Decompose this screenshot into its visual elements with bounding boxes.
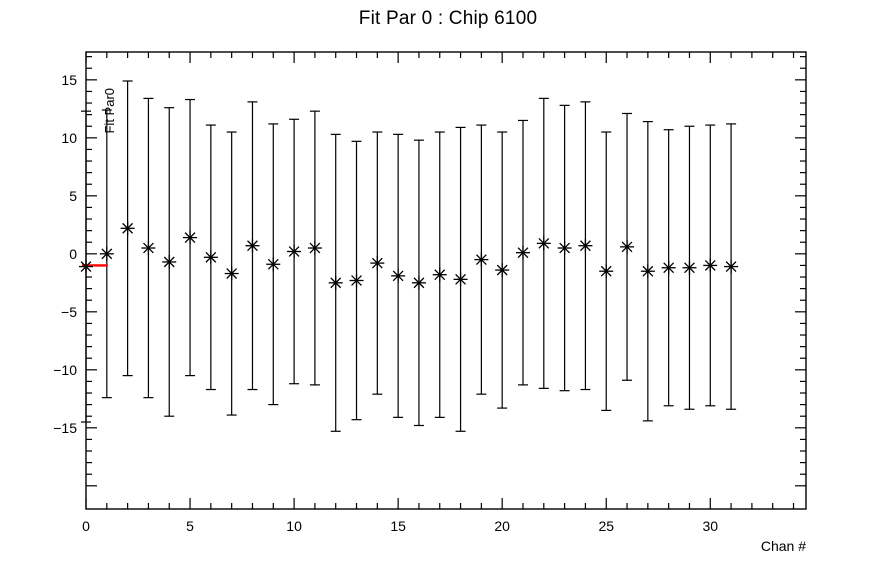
data-point-marker [432,267,447,282]
marker-spoke [288,246,300,257]
y-tick-label: 10 [61,130,77,146]
data-point-marker [661,260,676,275]
data-point-marker [162,254,177,269]
marker-spoke [184,232,196,243]
x-tick-label: 5 [186,518,194,534]
marker-spoke [559,242,571,254]
marker-spoke [434,269,446,281]
marker-spoke [247,240,258,252]
y-tick-label: 0 [69,246,77,262]
x-tick-label: 25 [598,518,614,534]
marker-spoke [330,277,342,289]
y-axis-ticks [86,56,806,487]
data-point-marker [391,268,406,283]
page-title: Fit Par 0 : Chip 6100 [358,8,538,29]
data-point-marker [411,275,426,290]
marker-spoke [455,273,466,285]
data-point-marker [99,246,114,261]
marker-spoke [725,261,737,272]
marker-spoke [309,242,321,254]
data-point-marker [349,273,364,288]
data-point-marker [599,264,614,279]
marker-spoke [517,247,529,259]
marker-spoke [392,270,404,282]
marker-spoke [371,257,383,269]
marker-spoke [101,248,113,260]
marker-spoke [600,265,612,277]
data-point-marker [287,244,302,259]
x-tick-label: 30 [702,518,718,534]
errorbar-layer [81,80,737,432]
data-point-marker [557,241,572,256]
y-tick-label: −5 [61,304,77,320]
marker-spoke [351,275,362,286]
data-point-marker [266,257,281,272]
marker-layer [79,221,739,290]
data-point-marker [120,221,135,236]
data-point-marker [724,259,739,274]
y-tick-labels: 15 10 5 0 −5 −10 −15 [53,72,77,436]
y-tick-label: −10 [53,362,77,378]
marker-spoke [621,241,633,253]
data-point-marker [245,238,260,253]
y-tick-label: −15 [53,420,77,436]
y-tick-label: 5 [69,188,77,204]
data-point-marker [79,259,93,274]
data-point-marker [703,258,718,273]
data-point-marker [474,252,489,267]
marker-spoke [143,242,154,254]
data-point-marker [620,239,635,254]
marker-spoke [496,264,508,276]
marker-spoke [80,261,92,272]
data-point-marker [328,275,343,290]
data-point-marker [453,272,468,287]
marker-spoke [684,262,695,274]
data-point-marker [370,256,385,271]
x-tick-label: 20 [494,518,510,534]
marker-spoke [205,251,217,263]
marker-spoke [413,277,425,289]
marker-spoke [163,256,175,268]
marker-spoke [538,237,550,249]
frame-rect [85,51,807,510]
marker-spoke [122,222,134,234]
data-point-marker [536,236,551,251]
x-axis-ticks [85,52,795,509]
x-tick-label: 0 [82,518,90,534]
x-tick-labels: 0 5 10 15 20 25 30 [82,518,718,534]
data-point-marker [224,266,239,281]
marker-spoke [663,262,675,274]
marker-spoke [226,268,238,279]
marker-spoke [475,254,487,266]
x-tick-label: 10 [286,518,302,534]
data-point-marker [183,230,198,245]
plot-frame [85,51,807,510]
data-point-marker [495,263,510,278]
y-tick-label: 15 [61,72,77,88]
data-point-marker [515,245,530,260]
marker-spoke [704,260,716,271]
data-point-marker [203,250,218,265]
x-axis-title: Chan # [760,538,806,554]
data-point-marker [578,238,593,253]
data-point-marker [141,241,156,256]
data-point-marker [307,241,322,256]
marker-spoke [580,240,591,252]
data-point-marker [640,264,655,279]
marker-spoke [267,258,279,270]
marker-spoke [642,265,654,277]
x-tick-label: 15 [390,518,406,534]
data-point-marker [682,260,697,275]
